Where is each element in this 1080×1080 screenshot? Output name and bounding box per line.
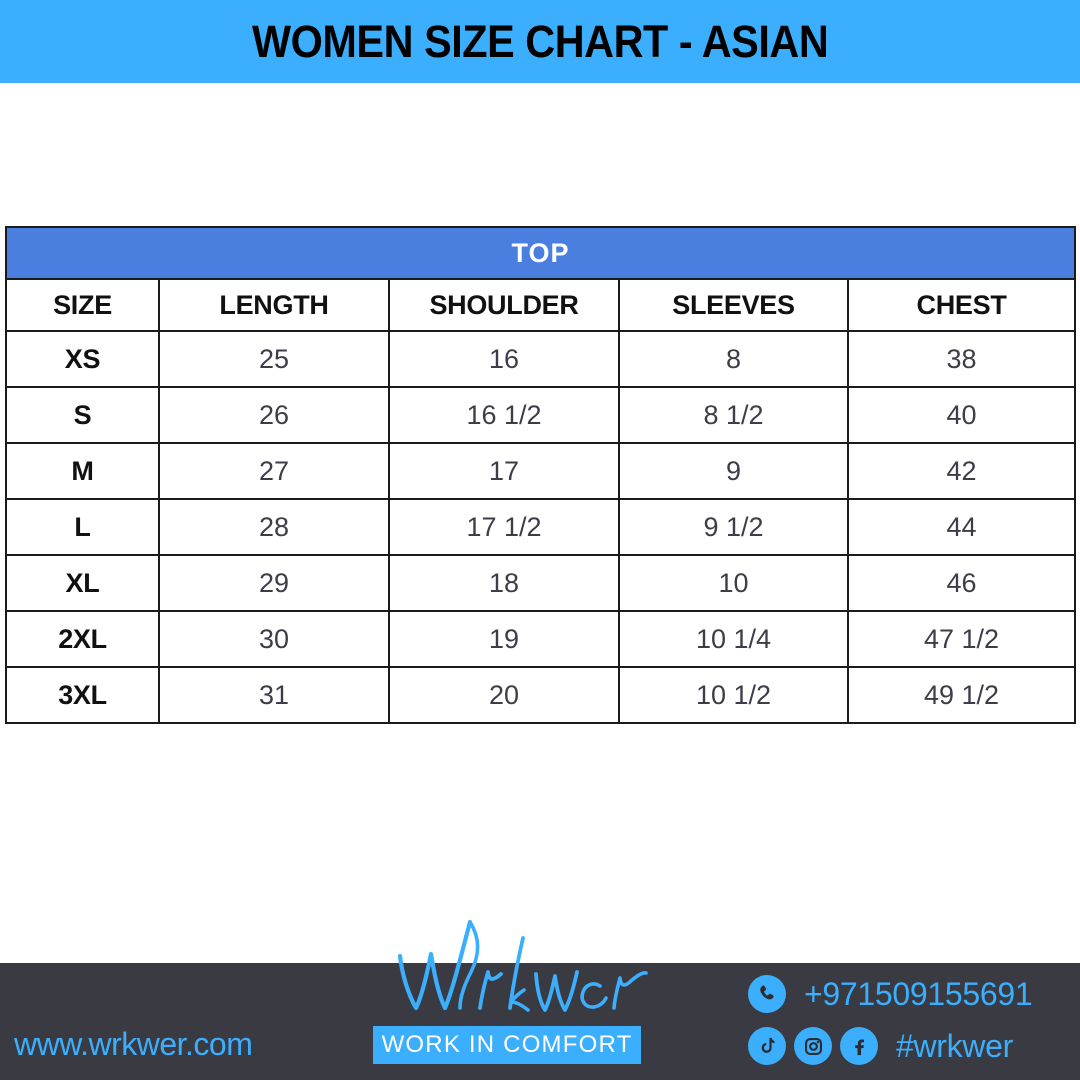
- table-row: M 27 17 9 42: [5, 442, 1077, 500]
- cell-size: 3XL: [5, 666, 160, 724]
- footer-hashtag[interactable]: #wrkwer: [896, 1027, 1014, 1064]
- cell-sleeves: 9 1/2: [618, 498, 849, 556]
- table-row: L 28 17 1/2 9 1/2 44: [5, 498, 1077, 556]
- page-title: WOMEN SIZE CHART - ASIAN: [251, 15, 829, 67]
- table-row: 2XL 30 19 10 1/4 47 1/2: [5, 610, 1077, 668]
- cell-shoulder: 17: [388, 442, 620, 500]
- cell-chest: 49 1/2: [846, 666, 1077, 724]
- cell-length: 28: [158, 498, 390, 556]
- footer-website-link[interactable]: www.wrkwer.com: [14, 1026, 253, 1062]
- cell-shoulder: 19: [388, 610, 620, 668]
- column-header-sleeves: SLEEVES: [618, 278, 849, 332]
- footer-phone-number[interactable]: +971509155691: [804, 975, 1033, 1012]
- table-row: S 26 16 1/2 8 1/2 40: [5, 386, 1077, 444]
- cell-size: 2XL: [5, 610, 160, 668]
- table-column-header-row: SIZE LENGTH SHOULDER SLEEVES CHEST: [5, 278, 1077, 332]
- cell-length: 29: [158, 554, 390, 612]
- facebook-icon[interactable]: [840, 1027, 878, 1065]
- phone-icon: [748, 975, 786, 1013]
- cell-shoulder: 20: [388, 666, 620, 724]
- cell-size: L: [5, 498, 160, 556]
- cell-length: 30: [158, 610, 390, 668]
- cell-sleeves: 10: [618, 554, 849, 612]
- table-row: 3XL 31 20 10 1/2 49 1/2: [5, 666, 1077, 724]
- column-header-size: SIZE: [5, 278, 160, 332]
- cell-sleeves: 10 1/2: [618, 666, 849, 724]
- page-banner: WOMEN SIZE CHART - ASIAN: [0, 0, 1080, 83]
- cell-shoulder: 18: [388, 554, 620, 612]
- cell-shoulder: 17 1/2: [388, 498, 620, 556]
- cell-chest: 42: [846, 442, 1077, 500]
- cell-size: M: [5, 442, 160, 500]
- cell-length: 26: [158, 386, 390, 444]
- table-row: XL 29 18 10 46: [5, 554, 1077, 612]
- table-row: XS 25 16 8 38: [5, 330, 1077, 388]
- cell-chest: 38: [846, 330, 1077, 388]
- cell-chest: 46: [846, 554, 1077, 612]
- cell-shoulder: 16: [388, 330, 620, 388]
- cell-sleeves: 10 1/4: [618, 610, 849, 668]
- table-group-header-row: TOP: [4, 226, 1077, 280]
- wrkwer-script-logo-icon: [397, 920, 648, 1012]
- cell-size: XS: [5, 330, 160, 388]
- table-group-header-top: TOP: [4, 226, 1077, 280]
- instagram-icon[interactable]: [794, 1027, 832, 1065]
- column-header-length: LENGTH: [158, 278, 390, 332]
- cell-length: 27: [158, 442, 390, 500]
- cell-sleeves: 8 1/2: [618, 386, 849, 444]
- cell-chest: 47 1/2: [846, 610, 1077, 668]
- cell-chest: 44: [846, 498, 1077, 556]
- footer-social-row: #wrkwer: [748, 1027, 1013, 1065]
- tiktok-icon[interactable]: [748, 1027, 786, 1065]
- size-chart-table: TOP SIZE LENGTH SHOULDER SLEEVES CHEST X…: [4, 226, 1077, 724]
- cell-length: 31: [158, 666, 390, 724]
- footer-phone-row[interactable]: +971509155691: [748, 975, 1033, 1013]
- cell-size: XL: [5, 554, 160, 612]
- column-header-chest: CHEST: [846, 278, 1077, 332]
- brand-logo: WORK IN COMFORT: [368, 920, 648, 1080]
- cell-sleeves: 8: [618, 330, 849, 388]
- cell-sleeves: 9: [618, 442, 849, 500]
- cell-length: 25: [158, 330, 390, 388]
- column-header-shoulder: SHOULDER: [388, 278, 620, 332]
- cell-chest: 40: [846, 386, 1077, 444]
- cell-shoulder: 16 1/2: [388, 386, 620, 444]
- brand-tagline-badge: WORK IN COMFORT: [373, 1026, 641, 1064]
- cell-size: S: [5, 386, 160, 444]
